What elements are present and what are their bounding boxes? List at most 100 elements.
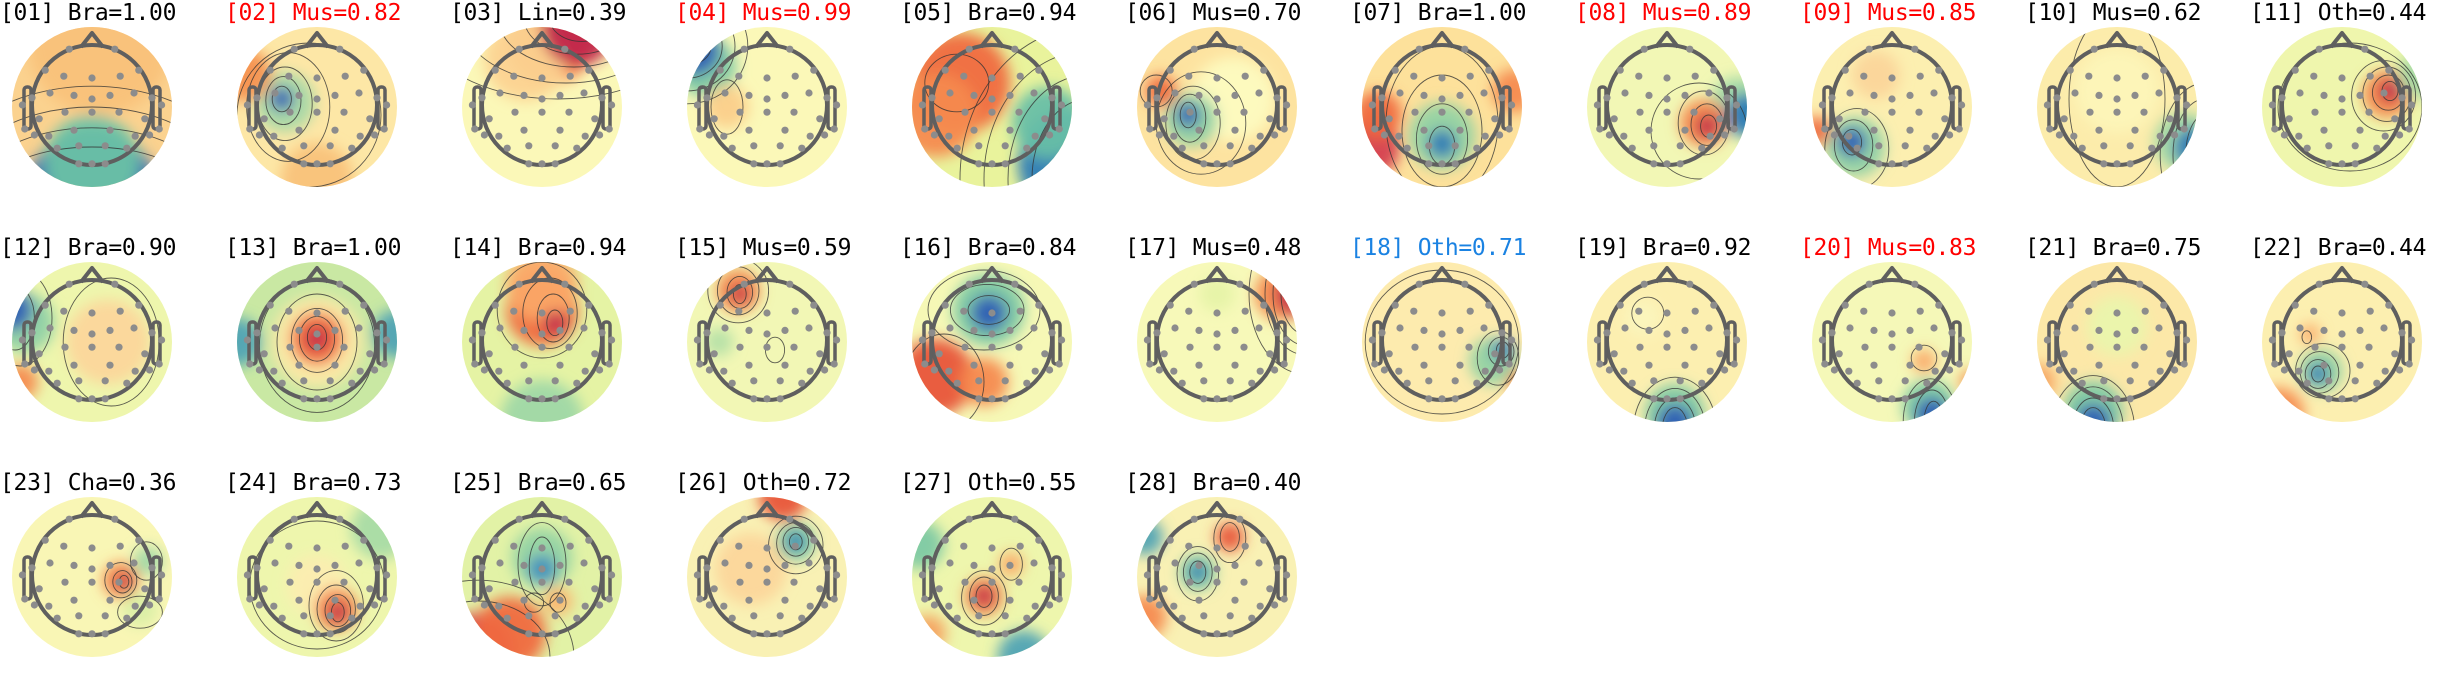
electrode-dot — [1231, 361, 1239, 369]
electrode-dot — [1438, 160, 1446, 168]
topomap-panel-28: [28] Bra=0.40 — [1125, 470, 1350, 700]
electrode-dot — [35, 350, 43, 358]
electrode-dot — [496, 89, 504, 97]
electrode-dot — [720, 602, 728, 610]
electrode-dot — [1480, 324, 1488, 332]
electrode-dot — [735, 72, 743, 80]
electrode-dot — [341, 307, 349, 315]
electrode-dot — [703, 329, 711, 337]
electrode-dot — [833, 336, 841, 344]
nose-icon — [79, 501, 105, 519]
component-label: [03] Lin=0.39 — [450, 0, 627, 26]
electrode-dot — [1828, 329, 1836, 337]
electrode-dot — [61, 578, 69, 586]
electrode-dot — [383, 336, 391, 344]
electrode-dot — [1260, 66, 1268, 74]
electrode-dot — [60, 72, 68, 80]
electrode-dot — [1958, 336, 1966, 344]
electrode-dot — [2055, 131, 2063, 139]
electrode-dot — [1041, 585, 1049, 593]
electrode-dot — [970, 126, 978, 134]
electrode-dot — [130, 89, 138, 97]
electrode-dot — [1865, 45, 1873, 53]
electrode-dot — [336, 45, 344, 53]
electrode-dot — [1456, 361, 1464, 369]
contour-line — [967, 295, 1011, 325]
electrode-dot — [573, 379, 581, 387]
electrode-dot — [2156, 132, 2164, 140]
electrode-dot — [1593, 101, 1601, 109]
electrode-dot — [798, 379, 806, 387]
electrode-dot — [313, 95, 321, 103]
electrode-dot — [1636, 108, 1644, 116]
electrode-dot — [366, 115, 374, 123]
electrode-dot — [1875, 160, 1883, 168]
electrode-dot — [810, 536, 818, 544]
electrode-dot — [538, 565, 546, 573]
electrode-dot — [1835, 115, 1843, 123]
electrode-dot — [300, 612, 308, 620]
electrode-dot — [2356, 361, 2364, 369]
electrode-dot — [1676, 160, 1684, 168]
electrode-dot — [1466, 307, 1474, 315]
electrode-dot — [1901, 160, 1909, 168]
electrode-dot — [88, 395, 96, 403]
electrode-dot — [88, 95, 96, 103]
contour-line — [276, 293, 358, 391]
electrode-dot — [1280, 125, 1288, 133]
electrode-dot — [2268, 336, 2276, 344]
electrode-dot — [1916, 307, 1924, 315]
electrode-dot — [1605, 131, 1613, 139]
electrode-dot — [480, 131, 488, 139]
electrode-dot — [2311, 343, 2319, 351]
electrode-dot — [776, 630, 784, 638]
contour-line — [927, 269, 1041, 351]
electrode-dot — [2303, 379, 2311, 387]
electrode-dot — [798, 144, 806, 152]
electrode-dot — [608, 571, 616, 579]
electrode-dot — [561, 45, 569, 53]
electrode-dot — [1706, 132, 1714, 140]
electrode-dot — [763, 565, 771, 573]
electrode-dot — [928, 564, 936, 572]
electrode-dot — [1730, 125, 1738, 133]
nose-icon — [754, 31, 780, 49]
electrode-dot — [2295, 367, 2303, 375]
electrode-dot — [356, 132, 364, 140]
electrode-dot — [2070, 367, 2078, 375]
electrode-dot — [735, 542, 743, 550]
electrode-dot — [988, 108, 996, 116]
electrode-dot — [918, 336, 926, 344]
electrode-dot — [468, 101, 476, 109]
electrode-dot — [763, 74, 771, 82]
electrode-dot — [1923, 144, 1931, 152]
electrode-dot — [101, 612, 109, 620]
electrode-dot — [1496, 366, 1504, 374]
topomap-panel-21: [21] Bra=0.75 — [2025, 235, 2250, 465]
contour-line — [1173, 93, 1207, 143]
electrode-dot — [510, 542, 518, 550]
electrode-dot — [930, 366, 938, 374]
electrode-dot — [88, 343, 96, 351]
electrode-dot — [2180, 125, 2188, 133]
contour-line — [462, 579, 575, 657]
electrode-dot — [1166, 536, 1174, 544]
contour-line — [687, 27, 736, 92]
electrode-dot — [1473, 379, 1481, 387]
electrode-dot — [763, 330, 771, 338]
electrode-dot — [1155, 131, 1163, 139]
topomap-panel-03: [03] Lin=0.39 — [450, 0, 675, 230]
electrode-dot — [1860, 72, 1868, 80]
electrode-dot — [703, 94, 711, 102]
electrode-dot — [961, 343, 969, 351]
electrode-dot — [2296, 324, 2304, 332]
electrode-dot — [1853, 379, 1861, 387]
electrode-dot — [2385, 301, 2393, 309]
electrode-dot — [1853, 144, 1861, 152]
electrode-dot — [1733, 336, 1741, 344]
electrode-dot — [348, 614, 356, 622]
electrode-dot — [70, 596, 78, 604]
electrode-dot — [1650, 395, 1658, 403]
electrode-dot — [2338, 108, 2346, 116]
electrode-dot — [1906, 91, 1914, 99]
